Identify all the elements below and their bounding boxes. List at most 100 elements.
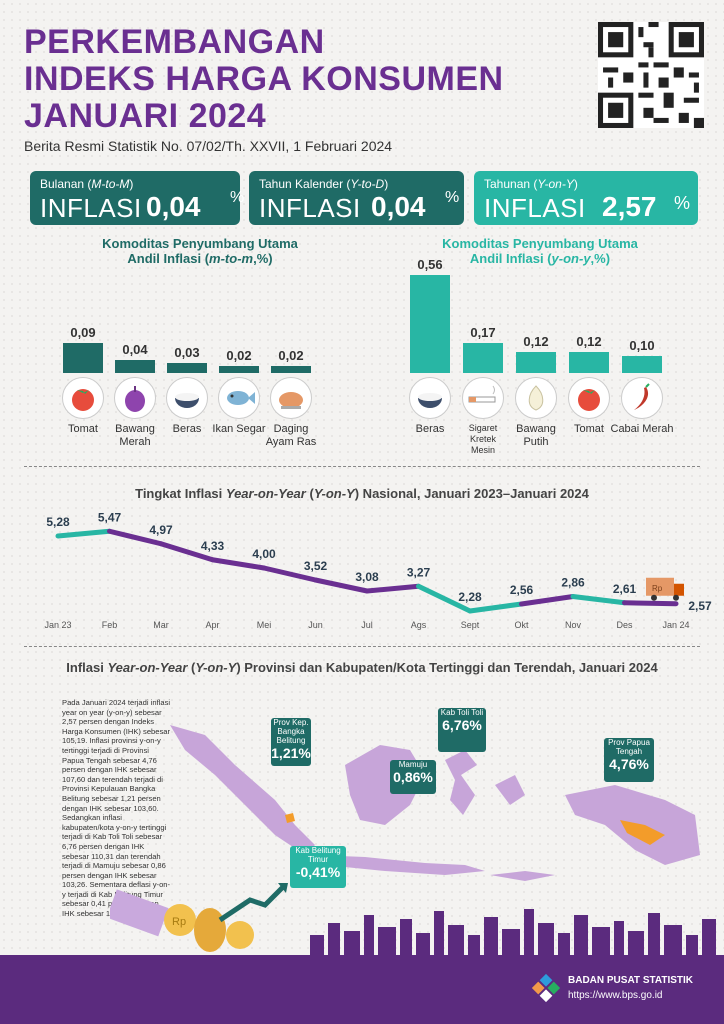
bps-url[interactable]: https://www.bps.go.id xyxy=(568,990,663,1001)
bps-name: BADAN PUSAT STATISTIK xyxy=(568,975,693,986)
bar-value-label: 0,09 xyxy=(70,325,96,340)
line-segment xyxy=(364,583,421,594)
map-section-title: Inflasi Year-on-Year (Y-on-Y) Provinsi d… xyxy=(66,660,658,675)
commodity-label: Daging Ayam Ras xyxy=(265,423,317,448)
box-mtm-label: Bulanan (M-to-M) xyxy=(40,177,134,191)
point-value-label: 3,08 xyxy=(355,570,379,584)
point-value-label: 5,28 xyxy=(46,515,70,529)
box-mtm-value: 0,04 xyxy=(146,191,201,222)
month-tick-label: Feb xyxy=(102,620,118,630)
city-skyline-illustration xyxy=(310,909,716,957)
delivery-truck-icon: Rp xyxy=(646,577,684,601)
month-tick-label: Mar xyxy=(153,620,169,630)
point-value-label: 4,00 xyxy=(252,547,276,561)
title-line-3: JANUARI 2024 xyxy=(24,97,267,135)
divider xyxy=(24,466,700,467)
box-yoy-percent: % xyxy=(674,193,691,213)
bps-logo-icon xyxy=(531,973,561,1003)
inflation-box-ytd: Tahun Kalender (Y-to-D) INFLASI 0,04 % xyxy=(249,171,464,225)
map-description: Pada Januari 2024 terjadi inflasi year o… xyxy=(62,698,171,919)
tomato-icon xyxy=(62,377,104,419)
title-line-2: INDEKS HARGA KONSUMEN xyxy=(24,60,504,98)
month-tick-label: Nov xyxy=(565,620,582,630)
tomato-icon xyxy=(568,377,610,419)
bar-value-label: 0,12 xyxy=(576,334,602,349)
month-tick-label: Jul xyxy=(361,620,373,630)
callout-beltim: Kab Belitung Timur -0,41% xyxy=(290,846,346,888)
box-ytd-percent: % xyxy=(445,189,460,206)
point-value-label: 3,52 xyxy=(304,559,328,573)
box-yoy-word: INFLASI xyxy=(484,193,586,223)
bar-cabai-merah xyxy=(622,355,662,373)
box-yoy-value: 2,57 xyxy=(602,191,657,222)
bar-sigaret-kretek-mesin xyxy=(463,343,503,373)
bar-value-label: 0,10 xyxy=(629,337,655,353)
bar-value-label: 0,17 xyxy=(470,325,496,341)
box-ytd-value: 0,04 xyxy=(371,191,426,222)
month-tick-label: Sept xyxy=(461,620,480,630)
line-segment xyxy=(416,583,473,614)
point-value-label: 2,57 xyxy=(688,599,712,613)
bar-value-label: 0,12 xyxy=(523,334,549,349)
callout-babel: Prov Kep. Bangka Belitung 1,21% xyxy=(271,718,311,766)
page-title: PERKEMBANGAN INDEKS HARGA KONSUMEN JANUA… xyxy=(24,24,504,135)
bar-value-label: 0,04 xyxy=(122,341,148,357)
commodity-label: Cabai Merah xyxy=(610,423,674,435)
point-value-label: 4,97 xyxy=(149,523,173,537)
footer-band xyxy=(0,955,724,1024)
mtm-contributors-title: Komoditas Penyumbang Utama Andil Inflasi… xyxy=(102,236,298,266)
bar-tomat xyxy=(569,352,609,373)
commodity-label: Sigaret Kretek Mesin xyxy=(468,423,498,455)
page-subtitle: Berita Resmi Statistik No. 07/02/Th. XXV… xyxy=(24,138,393,154)
bar-value-label: 0,03 xyxy=(174,345,200,360)
month-tick-label: Jun xyxy=(308,620,323,630)
callout-mamuju: Mamuju 0,86% xyxy=(390,760,436,794)
title-line-1: PERKEMBANGAN xyxy=(24,23,325,61)
line-segment xyxy=(519,594,576,607)
bar-bawang-merah xyxy=(115,359,155,373)
svg-text:Rp: Rp xyxy=(652,584,663,593)
point-value-label: 5,47 xyxy=(98,510,122,524)
commodity-label: Bawang Putih xyxy=(516,423,556,448)
qr-code-icon xyxy=(598,22,704,128)
line-segment xyxy=(107,528,164,547)
line-segment xyxy=(570,594,627,606)
inflation-box-yoy: Tahunan (Y-on-Y) INFLASI 2,57 % xyxy=(474,171,698,225)
point-value-label: 2,28 xyxy=(458,590,482,604)
point-value-label: 2,61 xyxy=(613,582,637,596)
bar-tomat xyxy=(63,343,103,373)
box-yoy-label: Tahunan (Y-on-Y) xyxy=(484,177,578,191)
point-value-label: 2,86 xyxy=(561,576,585,590)
bar-bawang-putih xyxy=(516,352,556,373)
line-segment xyxy=(55,528,112,539)
callout-tolitoli: Kab Toli Toli 6,76% xyxy=(438,708,486,752)
point-value-label: 3,27 xyxy=(407,565,431,579)
line-segment xyxy=(158,541,215,563)
yoy-contributors-title: Komoditas Penyumbang Utama Andil Inflasi… xyxy=(442,236,638,266)
divider-2 xyxy=(24,646,700,647)
box-ytd-label: Tahun Kalender (Y-to-D) xyxy=(259,177,389,191)
box-mtm-word: INFLASI xyxy=(40,193,142,223)
bar-ikan-segar xyxy=(219,366,259,373)
garlic-icon xyxy=(515,377,557,419)
svg-text:Rp: Rp xyxy=(172,916,186,928)
line-chart-title: Tingkat Inflasi Year-on-Year (Y-on-Y) Na… xyxy=(135,486,589,501)
point-value-label: 4,33 xyxy=(201,539,225,553)
month-tick-label: Mei xyxy=(257,620,272,630)
commodity-label: Tomat xyxy=(68,423,98,435)
commodity-label: Beras xyxy=(172,423,202,435)
inflation-box-mtm: Bulanan (M-to-M) INFLASI 0,04 % xyxy=(30,171,244,225)
callout-papua-tengah: Prov Papua Tengah 4,76% xyxy=(604,738,654,782)
bar-value-label: 0,02 xyxy=(278,348,304,364)
bar-daging-ayam-ras xyxy=(271,366,311,373)
month-tick-label: Apr xyxy=(205,620,219,630)
month-tick-label: Jan 24 xyxy=(662,620,689,630)
box-mtm-percent: % xyxy=(230,189,245,206)
money-illustration-icon: Rp xyxy=(110,883,288,952)
indonesia-map xyxy=(170,725,700,881)
month-tick-label: Jan 23 xyxy=(44,620,71,630)
month-tick-label: Des xyxy=(616,620,633,630)
line-segment xyxy=(261,565,318,583)
bar-value-label: 0,56 xyxy=(417,257,443,272)
